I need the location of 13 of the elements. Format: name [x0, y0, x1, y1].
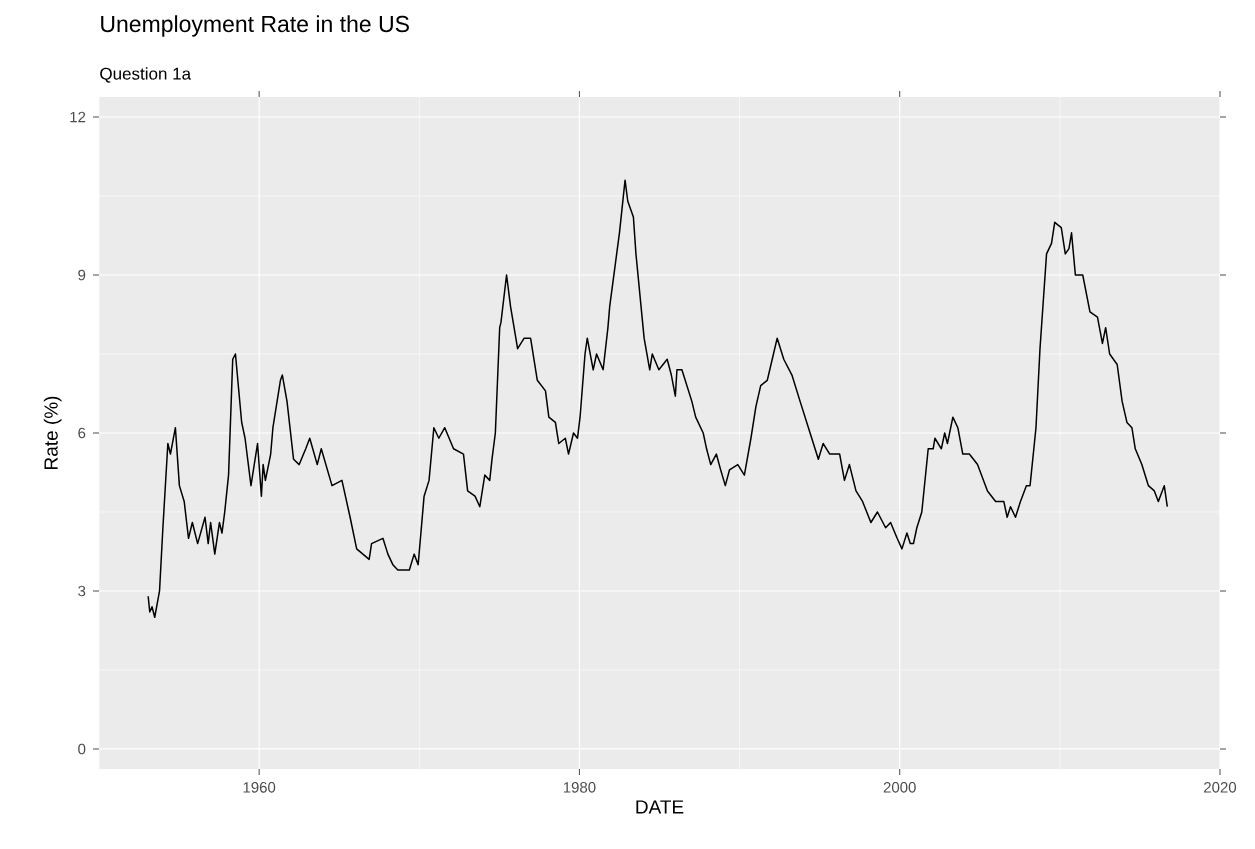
x-tick-label: 2020: [1204, 782, 1237, 793]
y-tick-label: 9: [78, 269, 86, 281]
x-axis-title: DATE: [636, 800, 684, 814]
y-tick-label: 0: [78, 743, 86, 755]
x-tick-label: 1980: [563, 782, 596, 793]
y-tick-label: 3: [78, 585, 86, 597]
chart-subtitle: Question 1a: [100, 67, 192, 83]
y-tick-label: 12: [70, 111, 86, 123]
y-tick-label: 6: [78, 427, 86, 439]
chart-title: Unemployment Rate in the US: [101, 15, 409, 37]
x-tick-label: 1960: [243, 782, 276, 793]
y-axis-title: Rate (%): [43, 396, 62, 469]
x-tick-label: 2000: [883, 782, 916, 793]
